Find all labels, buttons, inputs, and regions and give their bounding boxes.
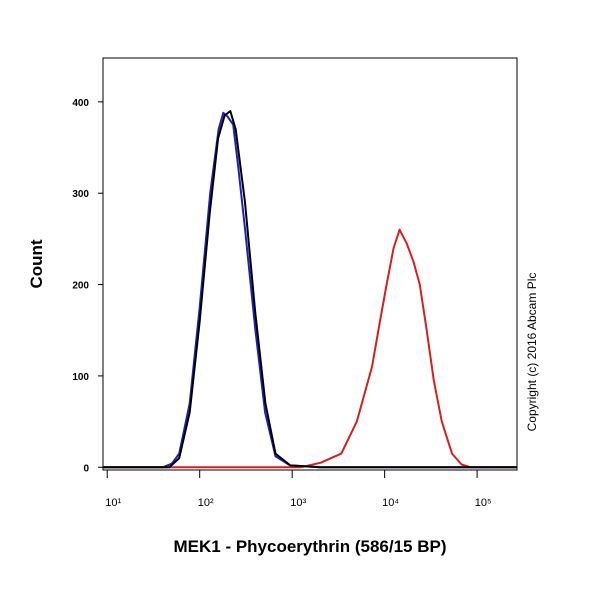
x-tick-label: 10³ (290, 497, 306, 509)
y-tick-label: 400 (72, 98, 89, 109)
x-tick-label: 10⁵ (475, 497, 492, 509)
y-tick-label: 100 (72, 372, 89, 383)
y-tick-label: 200 (72, 281, 89, 292)
histogram-line (103, 228, 517, 469)
y-tick-label: 0 (83, 463, 89, 474)
histogram-line (103, 110, 517, 469)
x-axis-label: MEK1 - Phycoerythrin (586/15 BP) (173, 537, 446, 556)
copyright: Copyright (c) 2016 Abcam Plc (525, 273, 539, 432)
y-axis-label: Count (27, 239, 46, 288)
x-tick-label: 10² (198, 497, 214, 509)
plot-frame (102, 57, 518, 471)
histogram-line (103, 111, 517, 469)
x-tick-label: 10⁴ (382, 497, 399, 509)
x-tick-label: 10¹ (105, 497, 121, 509)
y-tick-label: 300 (72, 189, 89, 200)
